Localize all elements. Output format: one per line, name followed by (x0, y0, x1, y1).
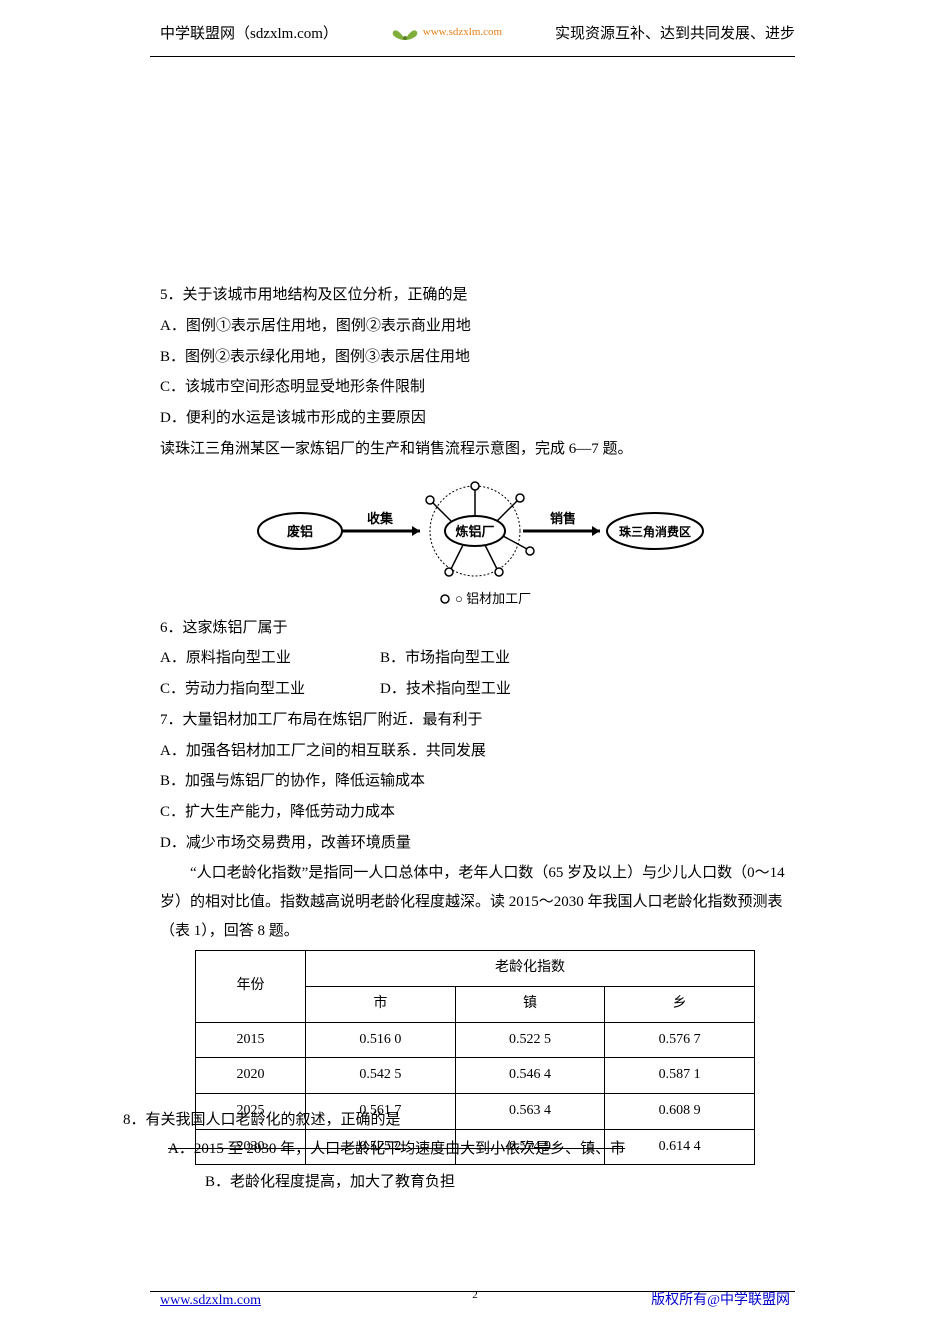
lead-6-7: 读珠江三角洲某区一家炼铝厂的生产和销售流程示意图，完成 6—7 题。 (160, 434, 790, 465)
footer-link[interactable]: www.sdzxlm.com (160, 1293, 261, 1309)
q6-row2: C．劳动力指向型工业 D．技术指向型工业 (160, 674, 790, 705)
q6-option-a: A．原料指向型工业 (160, 643, 380, 674)
q7-option-a: A．加强各铝材加工厂之间的相互联系．共同发展 (160, 736, 790, 767)
header-right-text: 实现资源互补、达到共同发展、进步 (555, 22, 795, 43)
flow-diagram: 废铝 收集 炼铝厂 (245, 471, 705, 611)
lead-8: “人口老龄化指数”是指同一人口总体中，老年人口数（65 岁及以上）与少儿人口数（… (160, 859, 790, 947)
q5-option-b: B．图例②表示绿化用地，图例③表示居住用地 (160, 342, 790, 373)
cell-year: 2015 (196, 1022, 306, 1058)
content-body: 5．关于该城市用地结构及区位分析，正确的是 A．图例①表示居住用地，图例②表示商… (160, 280, 790, 1198)
q8-overlay: 8．有关我国人口老龄化的叙述，正确的是 A．2015 至 2030 年，人口老龄… (123, 1106, 785, 1163)
diagram-edge-collect: 收集 (367, 511, 394, 526)
page: 中学联盟网（sdzxlm.com） www.sdzxlm.com 实现资源互补、… (0, 0, 945, 1337)
header-divider (150, 56, 795, 57)
aging-table: 年份 老龄化指数 市 镇 乡 2015 0.516 0 0.522 5 0.57… (195, 950, 755, 1165)
diagram-node-left: 废铝 (287, 524, 313, 539)
cell-country: 0.587 1 (605, 1058, 755, 1094)
q6-option-c: C．劳动力指向型工业 (160, 674, 380, 705)
header-logo: www.sdzxlm.com (391, 20, 502, 44)
q8-stem: 8．有关我国人口老龄化的叙述，正确的是 (123, 1106, 785, 1135)
q5-option-d: D．便利的水运是该城市形成的主要原因 (160, 403, 790, 434)
butterfly-icon (391, 20, 419, 44)
cell-year: 2020 (196, 1058, 306, 1094)
table-row: 2020 0.542 5 0.546 4 0.587 1 (196, 1058, 755, 1094)
q8-option-a-text: A．2015 至 2030 年，人口老龄化平均速度由大到小依次是乡、镇、市 (168, 1141, 625, 1157)
q6-row1: A．原料指向型工业 B．市场指向型工业 (160, 643, 790, 674)
cell-town: 0.546 4 (455, 1058, 605, 1094)
diagram-edge-sell: 销售 (550, 511, 576, 526)
header-logo-text: www.sdzxlm.com (423, 26, 502, 38)
diagram-node-right: 珠三角消费区 (619, 524, 691, 539)
q5-stem: 5．关于该城市用地结构及区位分析，正确的是 (160, 280, 790, 311)
q7-option-b: B．加强与炼铝厂的协作，降低运输成本 (160, 766, 790, 797)
table-col-year: 年份 (196, 951, 306, 1022)
q8-option-b: B．老龄化程度提高，加大了教育负担 (160, 1167, 790, 1198)
diagram-node-center: 炼铝厂 (455, 524, 494, 539)
cell-town: 0.522 5 (455, 1022, 605, 1058)
q5-option-c: C．该城市空间形态明显受地形条件限制 (160, 372, 790, 403)
q7-option-d: D．减少市场交易费用，改善环境质量 (160, 828, 790, 859)
q7-stem: 7．大量铝材加工厂布局在炼铝厂附近．最有利于 (160, 705, 790, 736)
table-row: 2015 0.516 0 0.522 5 0.576 7 (196, 1022, 755, 1058)
cell-country: 0.576 7 (605, 1022, 755, 1058)
cell-city: 0.542 5 (306, 1058, 456, 1094)
q6-option-b: B．市场指向型工业 (380, 643, 600, 674)
q8-option-a: A．2015 至 2030 年，人口老龄化平均速度由大到小依次是乡、镇、市 (123, 1135, 785, 1164)
cell-city: 0.516 0 (306, 1022, 456, 1058)
q5-option-a: A．图例①表示居住用地，图例②表示商业用地 (160, 311, 790, 342)
table-col-group: 老龄化指数 (306, 951, 755, 987)
q7-option-c: C．扩大生产能力，降低劳动力成本 (160, 797, 790, 828)
diagram-legend: ○ 铝材加工厂 (455, 591, 531, 606)
header-left-text: 中学联盟网（sdzxlm.com） (160, 22, 338, 43)
page-header: 中学联盟网（sdzxlm.com） www.sdzxlm.com 实现资源互补、… (0, 20, 945, 44)
footer-page-number: 2 (472, 1289, 478, 1301)
table-col-town: 镇 (455, 986, 605, 1022)
table-col-city: 市 (306, 986, 456, 1022)
footer-copyright: 版权所有@中学联盟网 (651, 1289, 790, 1309)
q6-option-d: D．技术指向型工业 (380, 674, 600, 705)
q6-stem: 6．这家炼铝厂属于 (160, 613, 790, 644)
table-col-country: 乡 (605, 986, 755, 1022)
